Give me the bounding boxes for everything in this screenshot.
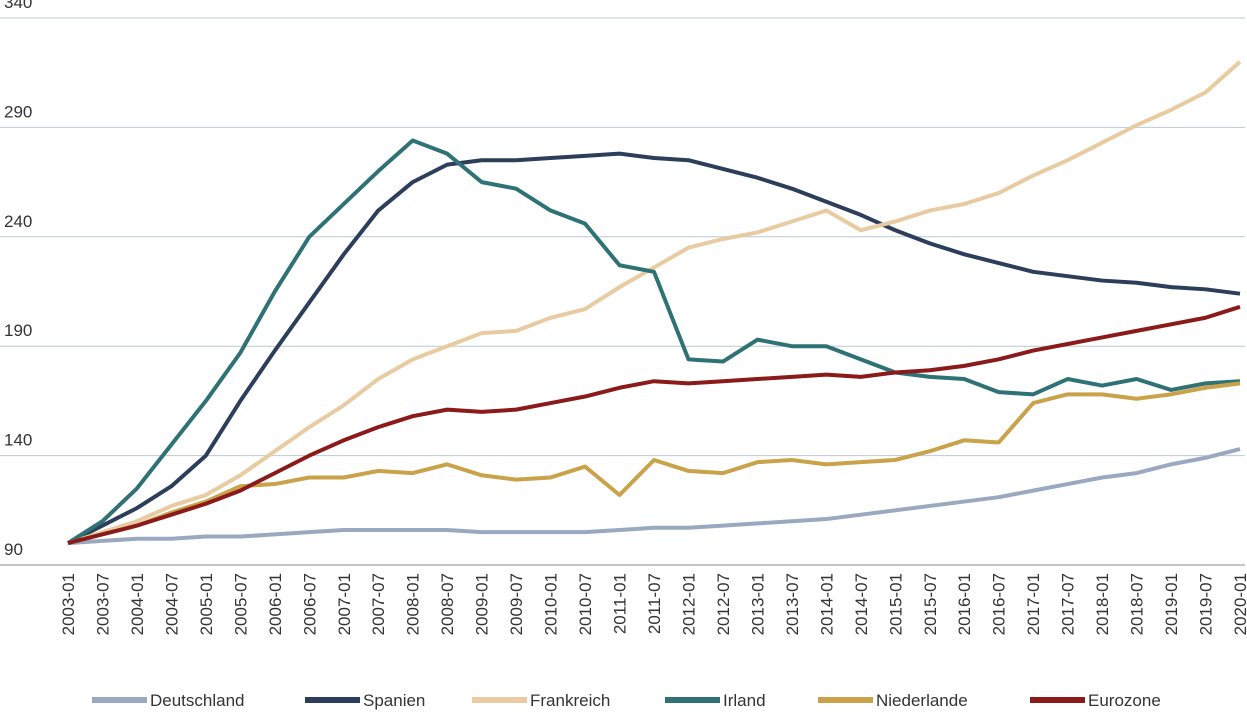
line: [66, 138, 1241, 545]
x-tick-label: 2010-07: [576, 573, 595, 635]
x-tick-label: 2012-07: [714, 573, 733, 635]
legend-label: Eurozone: [1088, 691, 1161, 710]
x-tick-label: 2016-01: [955, 573, 974, 635]
x-tick-label: 2009-07: [507, 573, 526, 635]
x-tick-label: 2003-07: [93, 573, 112, 635]
y-tick-label: 340: [4, 0, 32, 12]
x-tick-label: 2012-01: [679, 573, 698, 635]
x-tick-label: 2010-01: [542, 573, 561, 635]
x-tick-label: 2008-01: [404, 573, 423, 635]
x-tick-label: 2013-07: [783, 573, 802, 635]
x-tick-label: 2006-07: [300, 573, 319, 635]
line: [67, 151, 1241, 545]
x-tick-label: 2006-01: [266, 573, 285, 635]
line: [67, 304, 1241, 546]
x-tick-label: 2005-07: [231, 573, 250, 635]
x-tick-label: 2017-01: [1024, 573, 1043, 635]
x-tick-label: 2016-07: [990, 573, 1009, 635]
x-tick-label: 2019-01: [1162, 573, 1181, 635]
y-tick-label: 140: [4, 431, 32, 450]
x-tick-label: 2015-07: [921, 573, 940, 635]
x-tick-label: 2011-01: [611, 573, 630, 634]
x-tick-label: 2013-01: [748, 573, 767, 635]
legend-label: Frankreich: [530, 691, 610, 710]
line: [67, 60, 1242, 546]
line: [67, 447, 1241, 546]
x-tick-label: 2011-07: [645, 573, 664, 634]
legend-label: Niederlande: [876, 691, 968, 710]
x-tick-label: 2003-01: [59, 573, 78, 635]
x-tick-label: 2004-01: [128, 573, 147, 635]
y-tick-label: 240: [4, 212, 32, 231]
x-tick-label: 2015-01: [886, 573, 905, 635]
x-tick-label: 2014-01: [817, 573, 836, 635]
x-tick-label: 2008-07: [438, 573, 457, 635]
legend-label: Irland: [723, 691, 766, 710]
x-tick-label: 2005-01: [197, 573, 216, 635]
x-tick-label: 2007-01: [335, 573, 354, 635]
x-tick-label: 2004-07: [162, 573, 181, 635]
x-tick-label: 2007-07: [369, 573, 388, 635]
x-tick-label: 2018-01: [1093, 573, 1112, 635]
line: [67, 381, 1241, 546]
x-tick-label: 2018-07: [1128, 573, 1147, 635]
x-tick-label: 2020-01: [1231, 573, 1247, 635]
y-tick-label: 90: [4, 540, 23, 559]
legend-label: Spanien: [363, 691, 425, 710]
x-tick-label: 2019-07: [1197, 573, 1216, 635]
y-tick-label: 290: [4, 102, 32, 121]
x-tick-label: 2017-07: [1059, 573, 1078, 635]
legend-label: Deutschland: [150, 691, 245, 710]
y-tick-label: 190: [4, 321, 32, 340]
x-tick-label: 2014-07: [852, 573, 871, 635]
x-tick-label: 2009-01: [473, 573, 492, 635]
